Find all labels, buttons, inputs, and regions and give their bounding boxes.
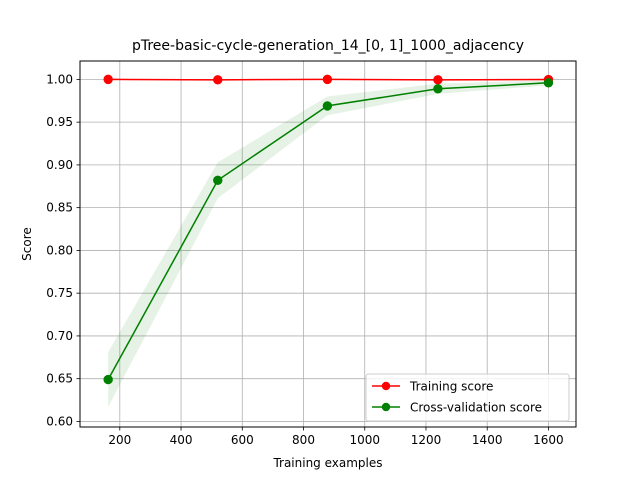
- legend: Training score Cross-validation score: [365, 373, 570, 422]
- x-tick-label: 400: [170, 433, 193, 447]
- x-tick-label: 800: [292, 433, 315, 447]
- x-tick-label: 1400: [472, 433, 503, 447]
- y-tick-label: 0.85: [46, 201, 73, 215]
- y-tick-label: 0.70: [46, 329, 73, 343]
- training-score-point: [322, 74, 333, 85]
- x-tick-label: 1000: [349, 433, 380, 447]
- x-axis-label: Training examples: [272, 456, 382, 470]
- y-tick-label: 1.00: [46, 72, 73, 86]
- y-tick-label: 0.65: [46, 372, 73, 386]
- cross-validation-score-point: [322, 101, 333, 111]
- y-tick-label: 0.95: [46, 115, 73, 129]
- series-points: [103, 74, 554, 385]
- training-score-legend-label: Training score: [409, 380, 493, 394]
- training-score-point: [213, 75, 223, 85]
- y-tick-label: 0.60: [46, 414, 73, 428]
- cross-validation-score-point: [433, 84, 443, 94]
- x-tick-label: 1200: [411, 433, 442, 447]
- x-tick-label: 200: [108, 433, 131, 447]
- cross-validation-score-legend-marker: [381, 402, 391, 412]
- cross-validation-score-point: [543, 78, 554, 88]
- legend-box: [365, 373, 570, 422]
- axis-ticks: 200 400 600 800 1000 1200 1400 1600 0.60 0.65 0.70…: [46, 72, 563, 447]
- y-tick-label: 0.75: [46, 286, 73, 300]
- x-tick-label: 1600: [533, 433, 564, 447]
- plot-frame: [79, 60, 577, 428]
- cross-validation-score-legend-label: Cross-validation score: [410, 401, 542, 415]
- training-score-legend-marker: [381, 381, 391, 391]
- y-axis-label: Score: [20, 227, 34, 261]
- cross-validation-score-point: [213, 175, 223, 185]
- training-score-point: [103, 74, 113, 85]
- y-tick-label: 0.80: [46, 243, 73, 257]
- cross-validation-score-point: [103, 374, 113, 385]
- y-tick-label: 0.90: [46, 158, 73, 172]
- training-score-point: [433, 75, 443, 85]
- chart-title: pTree-basic-cycle-generation_14_[0, 1]_1…: [132, 38, 524, 54]
- x-tick-label: 600: [231, 433, 254, 447]
